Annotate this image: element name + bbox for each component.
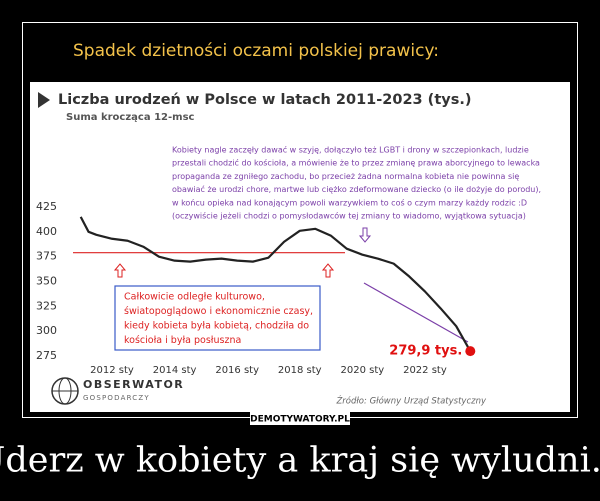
x-tick-label: 2018 sty [278,365,322,376]
y-tick-label: 300 [36,324,57,337]
annotation: w końcu opieka nad konającym powoli warz… [172,197,527,207]
y-tick-label: 325 [36,299,57,312]
chart-panel [30,82,570,412]
box-note: kiedy kobieta była kobietą, chodziła do [124,321,309,332]
annotation: (oczywiście jeżeli chodzi o pomysłodawcó… [172,211,526,221]
source: Źródło: Główny Urząd Statystyczny [335,395,487,407]
x-tick-label: 2022 sty [403,365,447,376]
header: Spadek dzietności oczami polskiej prawic… [73,41,439,61]
y-tick-label: 350 [36,275,57,288]
arrow-down [358,227,372,243]
caption: Uderz w kobiety a kraj się wyludni... [0,441,600,481]
arrow-up [321,263,335,278]
annotation: propaganda ze zgniłego zachodu, bo przec… [172,172,519,181]
data-line [79,216,472,352]
watermark: DEMOTYWATORY.PL [250,415,350,425]
chart-subtitle: Suma krocząca 12-msc [66,112,195,123]
logo-name: OBSERWATOR [83,378,184,391]
arrow-up [113,263,127,278]
chart-title: Liczba urodzeń w Polsce w latach 2011-20… [58,92,471,108]
y-tick-label: 425 [36,200,57,213]
x-tick-label: 2020 sty [341,365,385,376]
x-tick-label: 2012 sty [90,365,134,376]
x-tick-label: 2016 sty [215,365,259,376]
value-label: 279,9 tys. [389,344,462,359]
y-tick-label: 400 [36,225,57,238]
y-tick-label: 275 [36,349,57,362]
box-note: Całkowicie odległe kulturowo, [124,292,265,303]
watermark-tab [250,411,350,425]
y-tick-label: 375 [36,250,57,263]
annotation: obawiać że urodzi chore, martwe lub cięż… [172,184,541,194]
annotation: przestali chodzić do kościoła, a mówieni… [172,158,540,168]
x-tick-label: 2014 sty [153,365,197,376]
box-note: światopoglądowo i ekonomicznie czasy, [124,306,313,317]
end-dot [465,346,476,357]
annotation: Kobiety nagle zaczęły dawać w szyję, doł… [172,145,529,155]
note-box [114,285,321,351]
box-note: kościoła i była posłuszna [124,335,241,346]
trend-line [363,282,469,343]
title-triangle [38,92,50,108]
logo-sub: GOSPODARCZY [83,394,150,402]
